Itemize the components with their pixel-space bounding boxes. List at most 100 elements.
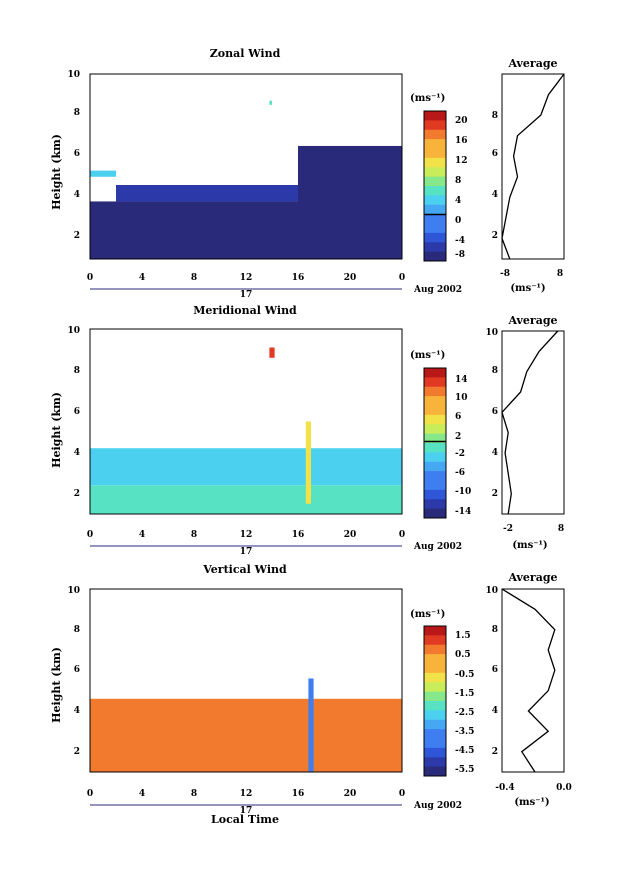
svg-text:-0.5: -0.5 bbox=[455, 670, 474, 680]
svg-text:0: 0 bbox=[399, 530, 405, 540]
colorbar-step bbox=[424, 368, 446, 378]
vertical-avg-title: Average bbox=[507, 571, 557, 584]
colorbar-step bbox=[424, 635, 446, 646]
meridional-xticks: 0 4 8 12 16 20 0 bbox=[87, 530, 405, 540]
svg-text:2: 2 bbox=[74, 489, 80, 499]
colorbar-step bbox=[424, 480, 446, 491]
meridional-yticks: 2 4 6 8 10 bbox=[67, 326, 80, 499]
colorbar-step bbox=[424, 729, 446, 739]
colorbar-step bbox=[424, 386, 446, 397]
vertical-avg-profile bbox=[501, 588, 556, 773]
svg-text:16: 16 bbox=[292, 789, 305, 799]
svg-text:4: 4 bbox=[74, 448, 80, 458]
meridional-cbar-labels: 14 10 6 2 -2 -6 -10 -14 bbox=[455, 375, 471, 517]
svg-text:20: 20 bbox=[344, 273, 357, 283]
vertical-frame bbox=[89, 588, 403, 773]
colorbar-step bbox=[424, 499, 446, 510]
svg-text:0: 0 bbox=[87, 530, 93, 540]
meridional-day-label: 17 bbox=[240, 547, 253, 557]
svg-text:2: 2 bbox=[74, 231, 80, 241]
svg-text:8: 8 bbox=[74, 108, 80, 118]
svg-text:10: 10 bbox=[67, 326, 80, 336]
colorbar-step bbox=[424, 719, 446, 730]
meridional-ylabel: Height (km) bbox=[50, 392, 63, 468]
zonal-avg-profile bbox=[501, 73, 565, 260]
colorbar-step bbox=[424, 424, 446, 435]
colorbar-step bbox=[424, 186, 446, 196]
svg-text:6: 6 bbox=[455, 412, 461, 422]
svg-text:4: 4 bbox=[139, 273, 145, 283]
colorbar-step bbox=[424, 148, 446, 159]
colorbar-step bbox=[424, 433, 446, 444]
svg-text:0: 0 bbox=[87, 273, 93, 283]
colorbar-step bbox=[424, 139, 446, 149]
zonal-frame bbox=[89, 73, 403, 260]
meridional-panel: Meridional Wind Height (km) 2 4 6 8 10 0… bbox=[50, 304, 565, 557]
svg-text:6: 6 bbox=[74, 665, 80, 675]
meridional-cbar-unit: (ms⁻¹) bbox=[410, 350, 445, 361]
svg-text:8: 8 bbox=[191, 273, 197, 283]
heatmap-field-3 bbox=[269, 347, 275, 358]
vertical-avg-xtick-right: 0.0 bbox=[556, 783, 572, 793]
colorbar-step bbox=[424, 396, 446, 406]
vertical-yticks: 2 4 6 8 10 bbox=[67, 586, 80, 757]
heatmap-field-0 bbox=[90, 698, 402, 772]
vertical-avg-frame bbox=[501, 588, 565, 773]
svg-text:-1.5: -1.5 bbox=[455, 689, 474, 699]
colorbar-step bbox=[424, 757, 446, 768]
svg-text:2: 2 bbox=[455, 432, 461, 442]
heatmap-field-4 bbox=[269, 100, 272, 105]
svg-text:4: 4 bbox=[492, 706, 498, 716]
meridional-avg-profile bbox=[501, 330, 559, 515]
zonal-yticks: 2 4 6 8 10 bbox=[67, 70, 80, 241]
zonal-day-label: 17 bbox=[240, 290, 253, 300]
colorbar-step bbox=[424, 766, 446, 777]
colorbar-step bbox=[424, 242, 446, 253]
svg-text:8: 8 bbox=[492, 625, 498, 635]
vertical-panel: Vertical Wind Height (km) 2 4 6 8 10 0 4… bbox=[50, 563, 572, 826]
svg-text:2: 2 bbox=[492, 747, 498, 757]
svg-text:-10: -10 bbox=[455, 487, 471, 497]
vertical-heatmap bbox=[90, 678, 402, 772]
zonal-heatmap bbox=[90, 100, 402, 259]
svg-text:-14: -14 bbox=[455, 507, 471, 517]
colorbar-frame bbox=[423, 110, 447, 262]
vertical-title: Vertical Wind bbox=[202, 563, 287, 576]
svg-text:-2: -2 bbox=[455, 449, 465, 459]
colorbar-step bbox=[424, 710, 446, 721]
meridional-avg-xtick-right: 8 bbox=[558, 524, 564, 534]
svg-text:20: 20 bbox=[455, 116, 468, 126]
vertical-avg-yticks: 2 4 6 8 10 bbox=[485, 586, 498, 757]
svg-text:16: 16 bbox=[292, 273, 305, 283]
vertical-avg-unit: (ms⁻¹) bbox=[514, 797, 549, 808]
svg-text:4: 4 bbox=[139, 789, 145, 799]
colorbar-step bbox=[424, 377, 446, 388]
colorbar-frame bbox=[423, 367, 447, 519]
meridional-avg-frame bbox=[501, 330, 565, 515]
colorbar-step bbox=[424, 508, 446, 519]
zonal-ylabel: Height (km) bbox=[50, 134, 63, 210]
svg-text:8: 8 bbox=[191, 789, 197, 799]
meridional-avg-xtick-left: -2 bbox=[503, 524, 513, 534]
svg-text:2: 2 bbox=[492, 489, 498, 499]
svg-text:0: 0 bbox=[399, 273, 405, 283]
colorbar-step bbox=[424, 223, 446, 234]
zonal-colorbar bbox=[423, 110, 447, 262]
meridional-avg-yticks: 2 4 6 8 10 bbox=[485, 328, 498, 499]
svg-text:6: 6 bbox=[492, 665, 498, 675]
svg-text:6: 6 bbox=[74, 149, 80, 159]
svg-text:20: 20 bbox=[344, 789, 357, 799]
zonal-date-label: Aug 2002 bbox=[413, 285, 462, 295]
svg-text:10: 10 bbox=[67, 70, 80, 80]
vertical-xticks: 0 4 8 12 16 20 0 bbox=[87, 789, 405, 799]
svg-text:6: 6 bbox=[492, 407, 498, 417]
svg-text:16: 16 bbox=[455, 136, 468, 146]
colorbar-step bbox=[424, 663, 446, 674]
colorbar-step bbox=[424, 626, 446, 636]
meridional-date-label: Aug 2002 bbox=[413, 542, 462, 552]
svg-text:0: 0 bbox=[87, 789, 93, 799]
svg-text:8: 8 bbox=[191, 530, 197, 540]
heatmap-field-1 bbox=[116, 185, 298, 202]
svg-text:-4: -4 bbox=[455, 236, 465, 246]
